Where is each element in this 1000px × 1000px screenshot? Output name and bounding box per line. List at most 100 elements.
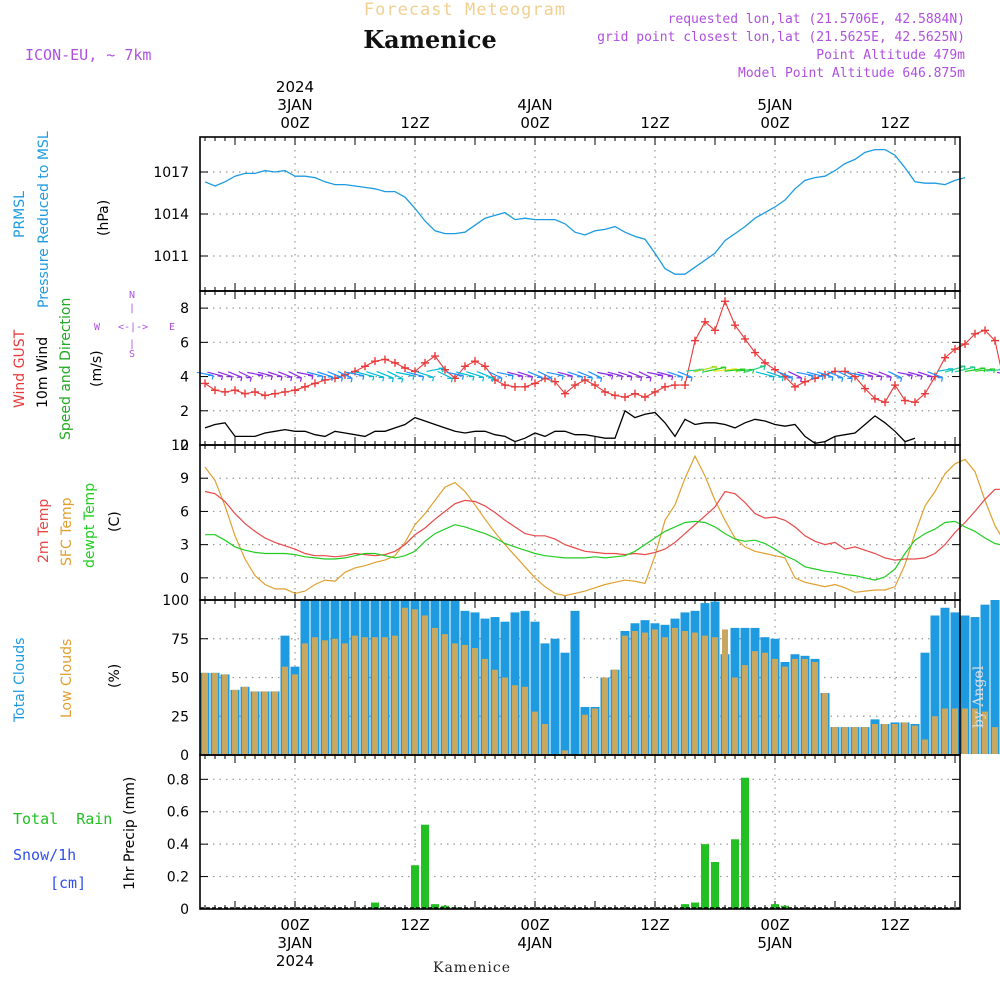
wind-arrow-head — [837, 377, 844, 382]
gust-point — [931, 372, 939, 381]
rain-bar — [681, 904, 689, 909]
y-tick-label: 75 — [171, 632, 189, 648]
wind-arrow-head — [847, 377, 853, 383]
top-hour-label: 12Z — [880, 114, 909, 132]
wind-panel: 0 2 4 6 8 — [180, 290, 1000, 454]
compass-e: E — [169, 322, 175, 333]
wind-arrow-head — [257, 374, 264, 380]
low-cloud-bar — [582, 714, 588, 754]
y-tick-label: 2 — [180, 404, 189, 420]
y-tick-label: 0.6 — [167, 805, 189, 821]
bottom-hour-label: 12Z — [640, 916, 669, 934]
rain-bar — [421, 824, 429, 909]
gust-point — [581, 375, 589, 384]
rain-bar — [411, 865, 419, 909]
y-tick-label: 1011 — [153, 249, 189, 265]
low-cloud-bar — [522, 686, 528, 754]
gust-point — [611, 391, 619, 400]
wind-arrow — [207, 371, 223, 377]
low-cloud-bar — [962, 708, 968, 754]
wind-arrow — [638, 371, 652, 379]
wind-arrow-head — [759, 365, 766, 371]
gust-point — [871, 394, 879, 403]
panel-frame — [199, 444, 961, 601]
low-cloud-bar — [792, 658, 798, 754]
low-cloud-bar — [482, 658, 488, 754]
panel-frame — [199, 290, 961, 446]
rain-bar — [711, 861, 719, 909]
wind-arrow — [628, 371, 642, 378]
compass-s: S — [129, 349, 135, 360]
wind-arrow — [788, 371, 802, 379]
wind-arrow — [766, 371, 784, 378]
gust-point — [741, 334, 749, 343]
y-tick-label: 0.2 — [167, 870, 189, 886]
wind-arrow — [588, 371, 602, 379]
wind-arrow — [507, 371, 523, 377]
wind-arrow-head — [327, 376, 334, 382]
y-tick-label: 3 — [180, 538, 189, 554]
low-cloud-bar — [332, 638, 338, 754]
gust-point — [901, 396, 909, 405]
y-tick-label: 0 — [180, 748, 189, 764]
low-cloud-bar — [802, 658, 808, 754]
gust-point — [501, 381, 509, 390]
low-cloud-bar — [622, 635, 628, 754]
bottom-day-label: 5JAN — [757, 934, 792, 952]
low-cloud-bar — [632, 631, 638, 754]
wind-arrow-head — [277, 375, 283, 381]
gust-point — [511, 382, 519, 391]
gust-point — [731, 321, 739, 330]
wind-arrow — [476, 370, 494, 379]
gust-point — [801, 377, 809, 386]
low-cloud-bar — [992, 727, 998, 754]
location-title: Kamenice — [363, 25, 497, 54]
wind-arrow-head — [397, 378, 404, 383]
gust-point — [421, 358, 429, 367]
wind-arrow — [677, 371, 693, 378]
requested-coords: requested lon,lat (21.5706E, 42.5884N) — [668, 12, 965, 27]
wind-arrow-head — [267, 375, 273, 381]
pressure-labels: PRMSL Pressure Reduced to MSL (hPa) — [12, 131, 112, 308]
gust-point — [981, 326, 989, 335]
wind-arrow — [437, 370, 453, 379]
wind-arrow — [537, 370, 553, 379]
top-hour-label: 00Z — [760, 114, 789, 132]
wind-arrow — [868, 371, 882, 377]
low-cloud-bar — [772, 658, 778, 754]
low-cloud-bar — [432, 627, 438, 754]
gust-point — [291, 386, 299, 395]
top-time-axis: 00Z 12Z 00Z 12Z 00Z 12Z 3JAN 4JAN 5JAN 2024 — [276, 78, 910, 132]
gust-point — [401, 364, 409, 372]
low-cloud-bar — [312, 637, 318, 754]
gust-point — [221, 387, 229, 396]
snow-label: Snow/1h — [13, 846, 76, 864]
wind-arrow-head — [286, 376, 293, 382]
gust-point — [681, 381, 689, 390]
wind-dir-label: Speed and Direction — [58, 298, 74, 440]
wind-arrow — [954, 366, 976, 373]
wind-arrow — [327, 371, 343, 379]
low-cloud-bar — [712, 637, 718, 754]
wind-arrow — [356, 371, 374, 378]
wind-arrow-head — [388, 377, 394, 383]
low-cloud-bar — [282, 666, 288, 754]
wind-labels: Wind GUST 10m Wind Speed and Direction (… — [12, 290, 175, 440]
gust-point — [261, 391, 269, 400]
total-cloud-bar — [920, 652, 930, 754]
wind-arrow-head — [769, 376, 775, 381]
wind-arrow — [567, 371, 583, 378]
wind-arrow — [288, 371, 302, 379]
wind-arrow — [704, 366, 726, 373]
wind-arrow-head — [577, 376, 584, 381]
gust-point — [381, 355, 389, 364]
wind-arrow — [888, 371, 902, 379]
low-cloud-bar — [212, 672, 218, 754]
bottom-caption: Kamenice — [433, 960, 511, 976]
panel-frame — [199, 136, 961, 292]
y-tick-label: 0.8 — [167, 772, 189, 788]
gust-point — [971, 329, 979, 338]
gust-point — [601, 387, 609, 396]
rain-bar — [731, 839, 739, 909]
gust-point — [281, 387, 289, 396]
